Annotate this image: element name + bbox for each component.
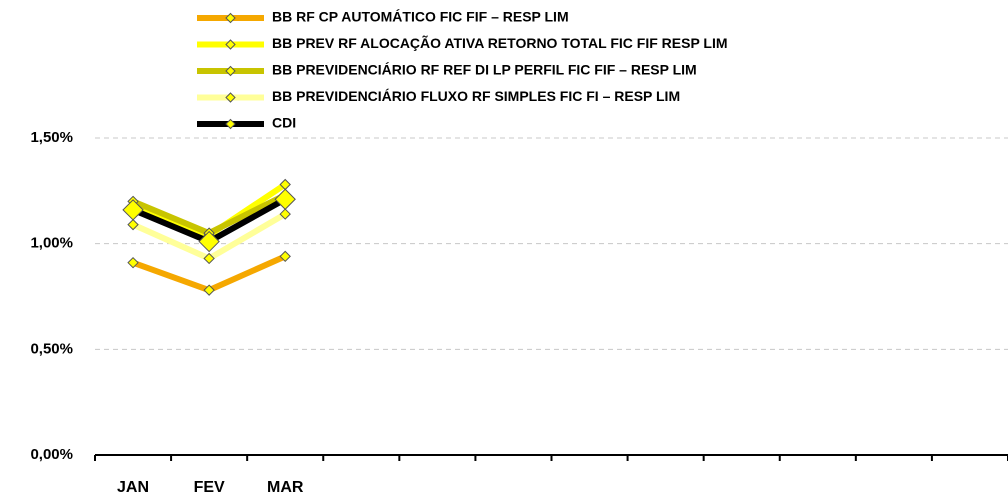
legend-label: BB RF CP AUTOMÁTICO FIC FIF – RESP LIM (272, 9, 569, 25)
data-point (127, 256, 139, 269)
data-point (198, 230, 220, 253)
data-point (279, 208, 291, 220)
x-tick-label: JAN (117, 479, 149, 496)
x-tick-label: FEV (194, 479, 225, 496)
legend-label: BB PREVIDENCIÁRIO RF REF DI LP PERFIL FI… (272, 62, 697, 78)
y-tick-label: 1,50% (30, 129, 73, 146)
data-point (203, 284, 215, 296)
data-point (203, 252, 215, 265)
data-point (279, 250, 291, 263)
data-point (122, 199, 144, 221)
legend-marker (225, 118, 236, 130)
legend-label: BB PREV RF ALOCAÇÃO ATIVA RETORNO TOTAL … (272, 34, 728, 51)
data-point (127, 218, 139, 231)
legend-marker (225, 92, 236, 103)
legend-label: CDI (272, 115, 296, 131)
data-point (274, 188, 296, 210)
legend-marker (225, 12, 236, 24)
y-tick-label: 1,00% (30, 235, 73, 252)
legend-label: BB PREVIDENCIÁRIO FLUXO RF SIMPLES FIC F… (272, 88, 680, 104)
y-tick-label: 0,00% (30, 446, 73, 463)
legend-marker (225, 65, 236, 77)
y-tick-label: 0,50% (30, 340, 73, 357)
legend-marker (225, 39, 236, 50)
x-tick-label: MAR (267, 479, 304, 496)
